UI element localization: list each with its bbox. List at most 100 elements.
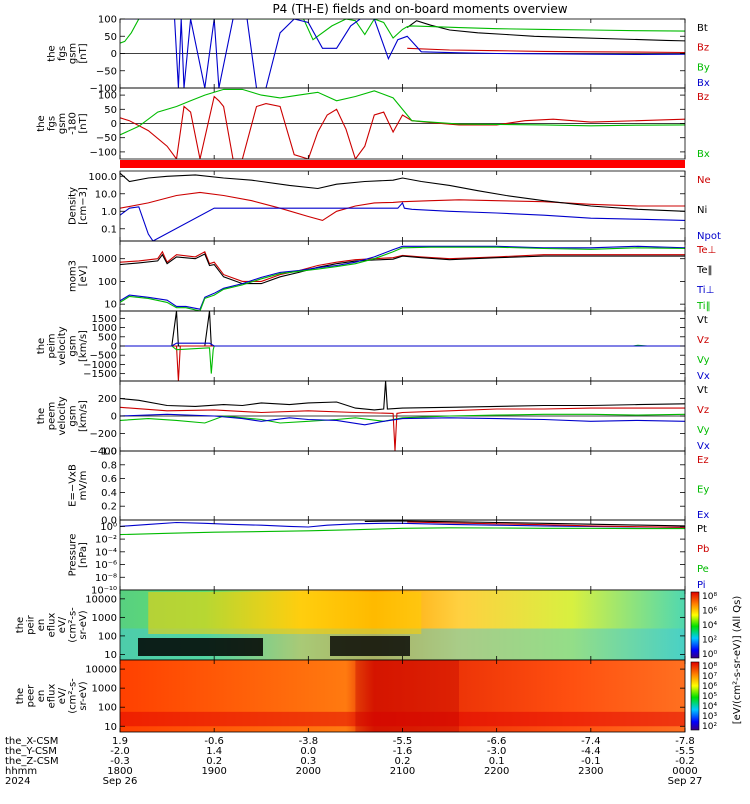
y-axis-label: velocity [57,326,68,365]
y-tick-label: 200 [98,394,117,405]
y-tick-label: 10 [104,722,117,733]
series-Vz-line [120,346,750,381]
y-axis-label: eflux [47,684,58,709]
series-Pe-line [120,528,750,535]
y-axis-label: mV/m [78,471,89,501]
series-Vy-line [120,345,750,373]
y-tick-label: 10⁻⁸ [95,573,117,584]
y-tick-label: 10 [104,300,117,311]
y-tick-label: 0.2 [101,502,117,513]
series-group [120,246,750,311]
y-tick-label: 100 [98,15,117,26]
legend-label: Vy [697,425,710,436]
y-axis-label: Density [68,187,79,225]
colorbar-tick-label: 10⁸ [702,662,717,672]
y-axis-label: fgs [47,116,58,131]
y-tick-label: 0.8 [101,460,117,471]
y-axis-label: eV/ [57,687,68,704]
y-axis-label: fgs [57,46,68,61]
legend-label: Ex [697,510,709,521]
y-axis-label: peem [47,402,58,430]
heatmap-dark-patch [138,638,263,656]
colorbar-tick-label: 10⁷ [702,672,717,682]
legend-label: Ne [697,175,711,186]
legend-label: Vz [697,335,709,346]
x-tick-label: 2100 [390,766,415,777]
y-axis-label: en [36,690,47,703]
colorbar-tick-label: 10² [702,636,717,646]
y-axis-label: gsm [68,335,79,356]
y-axis-label: eV/ [57,616,68,633]
y-axis-label: (cm²-s- [68,678,79,714]
heatmap-hot-band [148,592,421,634]
legend-label: Bx [697,78,710,89]
legend-label: Bx [697,149,710,160]
legend-label: Ti‖ [696,301,711,312]
colorbar [691,592,699,658]
x-tick-label: 1900 [201,766,226,777]
y-tick-label: 0 [111,119,117,130]
legend-label: Te⊥ [696,245,716,256]
y-axis-label: mom3 [68,260,79,292]
legend-label: Bz [697,92,709,103]
y-tick-label: 10⁻⁴ [95,547,117,558]
series-Vz-line [120,407,750,451]
series-group [120,89,750,159]
legend-label: Pi [697,580,706,591]
legend-label: Vz [697,405,709,416]
y-axis-label: Pressure [68,534,79,577]
y-axis-label: gsm [57,113,68,134]
y-tick-label: 1000 [92,254,117,265]
y-axis-label: en [36,619,47,632]
series-group [120,381,750,451]
x-tick-label: 2300 [578,766,603,777]
y-tick-label: 10 [104,650,117,661]
legend-label: By [697,62,710,73]
legend-label: Bz [697,43,709,54]
y-axis-label: [eV] [78,266,89,287]
year-label: 2024 [5,776,30,787]
y-tick-label: 50 [104,105,117,116]
y-tick-label: 10000 [85,594,117,605]
y-tick-label: −1500 [83,369,117,380]
date-label: Sep 26 [103,776,138,787]
y-tick-label: 100 [98,631,117,642]
y-tick-label: 10⁻² [95,535,117,546]
series-Ne-line [120,192,750,220]
panel-pressure: PtPbPePi10⁰10⁻²10⁻⁴10⁻⁶10⁻⁸10⁻¹⁰Pressure… [68,520,750,597]
legend-label: Vt [697,385,708,396]
date-label: Sep 27 [668,776,703,787]
y-tick-label: 10⁻⁶ [95,560,117,571]
series-Ti‖-line [120,247,750,311]
y-tick-label: −50 [96,133,117,144]
y-tick-label: 100 [98,91,117,102]
legend-label: Vy [697,355,710,366]
y-tick-label: 1.0 [101,447,117,458]
y-tick-label: 0 [111,49,117,60]
y-axis-label: [nT] [78,113,89,133]
y-axis-label: [nPa] [78,542,89,568]
y-axis-label: the [15,617,26,633]
panel-frame [120,171,685,241]
y-axis-label: E=−VxB [68,464,79,507]
legend-label: Vx [697,441,710,452]
y-tick-label: −100 [90,147,117,158]
y-axis-label: the [36,115,47,131]
heatmap-hot-band [355,660,459,732]
y-axis-label: [km/s] [78,330,89,362]
y-axis-label: [nT] [78,43,89,63]
legend-label: Vx [697,371,710,382]
y-axis-label: eflux [47,613,58,638]
y-axis-label: peer [26,684,37,708]
colorbar-tick-label: 10⁸ [702,592,717,602]
series-Npot-line [120,203,750,241]
y-axis-label: (cm²-s- [68,607,79,643]
series-Vt-line [120,381,750,410]
colorbar-label: [eV/(cm²-s-sr-eV)] (All Qs) [732,596,743,725]
